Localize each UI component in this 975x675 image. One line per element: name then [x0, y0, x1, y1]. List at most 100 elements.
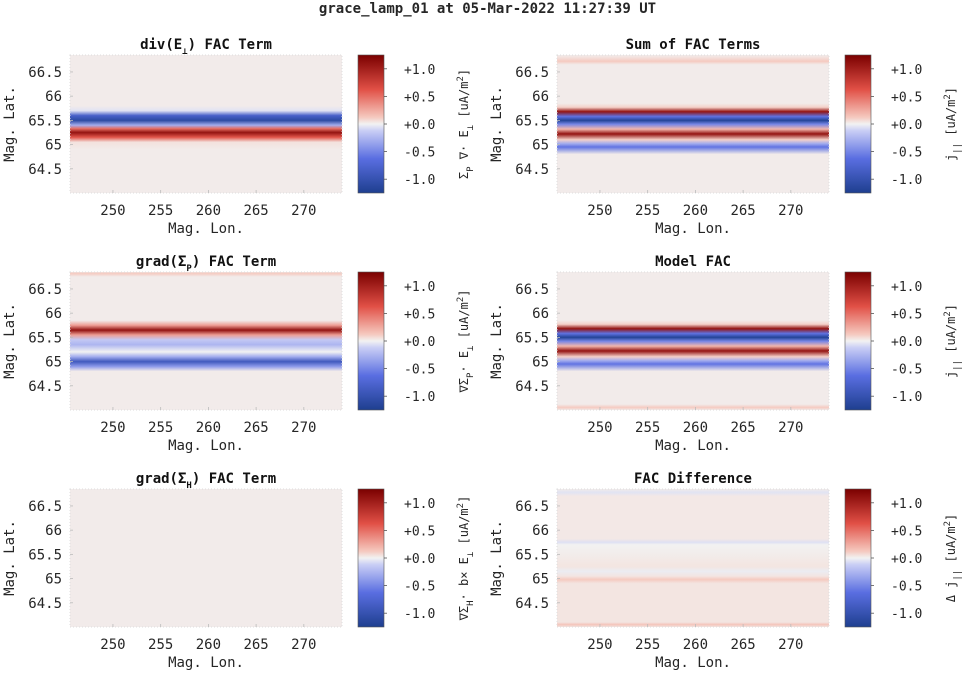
plot-frame [556, 488, 830, 628]
x-tick-label: 265 [730, 420, 755, 436]
colorbar-tick-label: +1.0 [404, 63, 435, 78]
x-tick-label: 250 [587, 420, 612, 436]
chart-panel: Sum of FAC Terms 66.5 66 65.5 65 64.5 250 255 26… [489, 37, 963, 237]
colorbar-tick-label: +0.0 [891, 118, 922, 133]
x-axis-label: Mag. Lon. [655, 438, 731, 454]
x-axis-label: Mag. Lon. [655, 655, 731, 671]
y-axis-label: Mag. Lat. [2, 520, 18, 596]
y-tick-label: 64.5 [515, 379, 549, 395]
panel-title: grad(ΣH) FAC Term [136, 471, 276, 491]
plot-frame [556, 271, 830, 411]
x-tick-label: 270 [291, 420, 316, 436]
x-tick-label: 255 [148, 637, 173, 653]
colorbar-tick-label: -0.5 [891, 363, 922, 378]
x-tick-label: 270 [778, 203, 803, 219]
x-tick-label: 270 [778, 420, 803, 436]
colorbar-tick-label: -1.0 [891, 607, 922, 622]
colorbar [844, 54, 872, 194]
colorbar-tick-label: +0.5 [404, 90, 435, 105]
chart-panel: grad(ΣH) FAC Term 66.5 66 65.5 65 64.5 250 255 2… [2, 471, 476, 671]
colorbar [357, 271, 385, 411]
y-axis-label: Mag. Lat. [2, 303, 18, 379]
y-tick-label: 66 [532, 306, 549, 322]
colorbar-tick-label: +0.0 [891, 552, 922, 567]
plot-frame [69, 271, 343, 411]
colorbar-tick-label: +1.0 [404, 280, 435, 295]
figure-title: grace_lamp_01 at 05-Mar-2022 11:27:39 UT [318, 1, 657, 17]
y-tick-label: 65.5 [515, 113, 549, 129]
x-tick-label: 265 [243, 203, 268, 219]
x-tick-label: 250 [100, 420, 125, 436]
y-axis-label: Mag. Lat. [489, 303, 505, 379]
colorbar-label: j|| [uA/m2] [943, 87, 963, 161]
colorbar-tick-label: -0.5 [891, 580, 922, 595]
colorbar-label: ∇ΣP· E⊥ [uA/m2] [456, 290, 476, 394]
x-tick-label: 250 [587, 203, 612, 219]
colorbar [357, 488, 385, 628]
colorbar-label: ΣP ∇· E⊥ [uA/m2] [456, 69, 476, 179]
colorbar [357, 54, 385, 194]
chart-panel: Model FAC 66.5 66 65.5 65 64.5 250 255 260 265 270… [489, 254, 963, 454]
y-tick-label: 64.5 [28, 379, 62, 395]
y-tick-label: 65 [532, 355, 549, 371]
colorbar-tick-label: -0.5 [404, 363, 435, 378]
x-tick-label: 270 [291, 203, 316, 219]
x-axis-label: Mag. Lon. [168, 221, 244, 237]
y-tick-label: 66.5 [515, 65, 549, 81]
heatmap-field [557, 272, 829, 410]
y-tick-label: 64.5 [28, 162, 62, 178]
colorbar-tick-label: +0.5 [891, 524, 922, 539]
y-axis-label: Mag. Lat. [489, 86, 505, 162]
colorbar-tick-label: -1.0 [404, 173, 435, 188]
colorbar-tick-label: +0.0 [404, 552, 435, 567]
colorbar-tick-label: +0.5 [891, 90, 922, 105]
colorbar-tick-label: -1.0 [404, 390, 435, 405]
chart-panel: div(E⊥) FAC Term 66.5 66 65.5 65 64.5 250 255 26… [2, 37, 476, 237]
colorbar-tick-label: -0.5 [404, 580, 435, 595]
panel-title: Sum of FAC Terms [626, 37, 761, 53]
plot-frame [69, 54, 343, 194]
x-tick-label: 255 [148, 420, 173, 436]
x-tick-label: 250 [100, 637, 125, 653]
heatmap-field [70, 55, 342, 193]
colorbar-tick-label: +0.0 [404, 118, 435, 133]
plot-frame [556, 54, 830, 194]
colorbar [844, 488, 872, 628]
colorbar-tick-label: +0.5 [891, 307, 922, 322]
y-tick-label: 65.5 [28, 547, 62, 563]
y-tick-label: 66.5 [515, 282, 549, 298]
x-axis-label: Mag. Lon. [655, 221, 731, 237]
x-tick-label: 255 [635, 203, 660, 219]
panel-title: grad(ΣP) FAC Term [136, 254, 276, 274]
heatmap-field [70, 272, 342, 410]
y-tick-label: 64.5 [28, 596, 62, 612]
colorbar-label: ∇ΣH· b× E⊥ [uA/m2] [456, 496, 476, 622]
y-tick-label: 66 [45, 306, 62, 322]
y-tick-label: 66 [45, 523, 62, 539]
y-tick-label: 65.5 [515, 547, 549, 563]
y-tick-label: 65.5 [515, 330, 549, 346]
y-tick-label: 65.5 [28, 113, 62, 129]
y-tick-label: 65 [532, 572, 549, 588]
colorbar-tick-label: +1.0 [404, 497, 435, 512]
y-tick-label: 64.5 [515, 162, 549, 178]
y-tick-label: 65 [45, 138, 62, 154]
plot-frame [69, 488, 343, 628]
y-tick-label: 65.5 [28, 330, 62, 346]
y-tick-label: 66.5 [28, 65, 62, 81]
colorbar-tick-label: -1.0 [891, 173, 922, 188]
x-tick-label: 255 [635, 637, 660, 653]
colorbar-tick-label: +1.0 [891, 497, 922, 512]
heatmap-field [557, 489, 829, 627]
heatmap-field [557, 55, 829, 193]
colorbar-tick-label: +0.5 [404, 524, 435, 539]
y-tick-label: 66 [45, 89, 62, 105]
x-axis-label: Mag. Lon. [168, 655, 244, 671]
y-tick-label: 65 [532, 138, 549, 154]
chart-panel: grad(ΣP) FAC Term 66.5 66 65.5 65 64.5 250 255 2… [2, 254, 476, 454]
colorbar-tick-label: -0.5 [891, 146, 922, 161]
x-axis-label: Mag. Lon. [168, 438, 244, 454]
x-tick-label: 250 [587, 637, 612, 653]
colorbar-tick-label: +0.0 [404, 335, 435, 350]
